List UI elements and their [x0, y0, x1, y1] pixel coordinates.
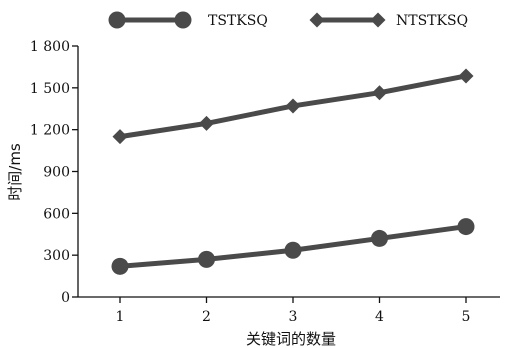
data-point-ntstksq: [458, 68, 474, 84]
data-point-ntstksq: [112, 129, 128, 145]
legend-label-ntstksq: NTSTKSQ: [396, 13, 468, 29]
data-point-ntstksq: [199, 115, 214, 131]
legend: TSTKSQ NTSTKSQ: [108, 11, 468, 29]
y-tick-label: 900: [43, 165, 70, 181]
y-tick-label: 0: [61, 290, 70, 306]
data-point-tstksq: [111, 257, 129, 275]
legend-marker-tstksq: [108, 11, 126, 29]
legend-label-tstksq: TSTKSQ: [208, 13, 268, 29]
y-ticks: 0 300 600 900 1 200 1 500 1 800: [30, 39, 78, 306]
legend-marker-ntstksq: [309, 12, 325, 28]
x-ticks: 1 2 3 4 5: [116, 297, 471, 325]
data-point-tstksq: [198, 250, 215, 268]
y-tick-label: 1 800: [30, 39, 70, 55]
x-tick-label: 3: [289, 309, 298, 325]
x-tick-label: 4: [375, 309, 384, 325]
x-tick-label: 1: [116, 309, 125, 325]
x-tick-label: 2: [202, 309, 211, 325]
data-point-ntstksq: [372, 85, 387, 101]
legend-marker-tstksq: [174, 11, 192, 29]
series-group: [111, 68, 475, 275]
data-point-ntstksq: [285, 98, 301, 114]
y-tick-label: 1 500: [30, 81, 70, 97]
legend-marker-ntstksq: [370, 12, 386, 28]
y-tick-label: 300: [43, 248, 70, 264]
x-axis-title: 关键词的数量: [246, 330, 336, 348]
data-point-tstksq: [457, 218, 475, 236]
y-tick-label: 1 200: [30, 123, 70, 139]
x-tick-label: 5: [462, 309, 471, 325]
data-point-tstksq: [284, 241, 302, 259]
data-point-tstksq: [371, 229, 388, 247]
y-axis-title: 时间/ms: [6, 143, 24, 201]
y-tick-label: 600: [43, 206, 70, 222]
